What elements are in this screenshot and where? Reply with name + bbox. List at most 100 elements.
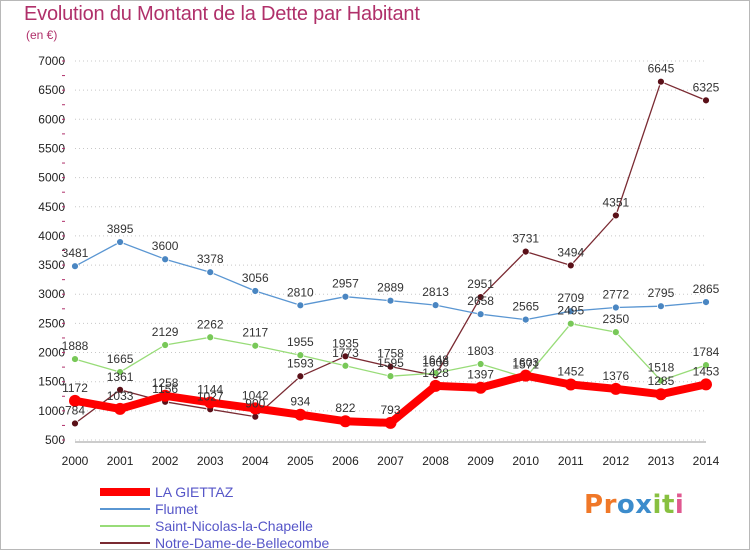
x-tick-label: 2000	[62, 454, 89, 468]
data-point	[566, 261, 575, 270]
data-label: 2951	[467, 277, 494, 291]
legend-swatch	[100, 508, 150, 510]
data-label: 1888	[62, 339, 89, 353]
chart-title: Evolution du Montant de la Dette par Hab…	[24, 3, 420, 25]
data-point	[206, 268, 215, 277]
line-chart: 500 1000 1500 2000 2500 3000 3500 4000 4500 5000 5…	[38, 54, 720, 468]
data-label: 1603	[512, 356, 539, 370]
data-point	[519, 369, 532, 382]
data-label: 1376	[603, 369, 630, 383]
y-tick-label: 2000	[38, 346, 65, 360]
data-label: 1258	[152, 376, 179, 390]
y-tick-label: 3500	[38, 258, 65, 272]
data-point	[386, 372, 395, 381]
data-label: 2129	[152, 325, 179, 339]
data-label: 3056	[242, 271, 269, 285]
logo-letter: i	[652, 490, 662, 520]
data-point	[474, 381, 487, 394]
data-point	[341, 292, 350, 301]
data-label: 1144	[197, 382, 223, 396]
data-point	[702, 298, 710, 307]
data-label: 2658	[467, 294, 494, 308]
data-point	[431, 301, 440, 310]
x-tick-label: 2012	[603, 454, 630, 468]
data-label: 1397	[467, 368, 494, 382]
logo-letter: P	[584, 490, 604, 520]
data-point	[564, 378, 577, 391]
legend-swatch	[100, 542, 150, 544]
data-point	[611, 211, 620, 220]
y-tick-label: 500	[45, 433, 65, 447]
data-label: 1428	[422, 366, 449, 380]
legend-swatch	[100, 488, 150, 496]
data-point	[609, 382, 622, 395]
x-tick-label: 2008	[422, 454, 449, 468]
y-tick-label: 6000	[38, 112, 65, 126]
data-point	[384, 416, 397, 429]
data-label: 2117	[242, 326, 268, 340]
data-label: 1033	[107, 389, 134, 403]
x-tick-label: 2003	[197, 454, 224, 468]
data-label: 1606	[422, 356, 449, 370]
data-point	[566, 319, 575, 328]
data-point	[159, 389, 172, 402]
data-label: 2865	[693, 282, 720, 296]
data-point	[341, 361, 350, 370]
data-label: 1758	[377, 347, 404, 361]
data-label: 2889	[377, 281, 404, 295]
data-label: 6645	[648, 62, 675, 76]
data-point	[161, 255, 170, 264]
y-tick-label: 3000	[38, 287, 65, 301]
data-label: 2772	[603, 288, 630, 302]
data-point	[116, 368, 124, 376]
data-point	[251, 341, 260, 350]
data-point	[69, 394, 81, 407]
data-label: 900	[245, 397, 265, 411]
data-point	[429, 379, 442, 392]
logo-letter: t	[661, 490, 675, 520]
data-label: 3600	[152, 239, 179, 253]
data-label: 1027	[197, 389, 224, 403]
data-point	[476, 310, 485, 319]
x-tick-label: 2005	[287, 454, 314, 468]
data-label: 2709	[557, 291, 584, 305]
data-label: 1593	[287, 356, 314, 370]
data-point	[206, 333, 215, 342]
x-tick-label: 2011	[558, 454, 584, 468]
data-label: 1803	[467, 344, 494, 358]
data-point	[611, 328, 620, 337]
data-label: 1518	[648, 361, 675, 375]
x-tick-label: 2014	[693, 454, 720, 468]
data-point	[116, 385, 124, 394]
data-point	[294, 408, 307, 421]
data-point	[116, 238, 124, 246]
logo-letter: x	[635, 490, 653, 520]
data-label: 1453	[693, 364, 720, 378]
data-point	[251, 287, 260, 295]
data-label: 1285	[648, 374, 675, 388]
data-label: 2262	[197, 317, 224, 331]
data-point	[341, 352, 350, 361]
data-label: 822	[335, 401, 355, 415]
data-label: 1665	[107, 352, 134, 366]
legend-swatch	[100, 525, 150, 527]
data-point	[700, 378, 712, 391]
logo-letter: o	[616, 490, 636, 520]
data-point	[702, 96, 710, 105]
x-tick-label: 2004	[242, 454, 269, 468]
proxiti-logo: Proxiti	[584, 490, 684, 520]
y-tick-label: 4500	[38, 200, 65, 214]
data-point	[249, 402, 262, 415]
data-point	[386, 362, 395, 371]
data-point	[702, 361, 710, 370]
data-point	[521, 315, 530, 324]
data-label: 2813	[422, 285, 449, 299]
x-tick-label: 2010	[512, 454, 539, 468]
data-point	[339, 415, 352, 428]
data-label: 2810	[287, 285, 314, 299]
data-label: 1648	[422, 353, 449, 367]
y-tick-label: 2500	[38, 316, 65, 330]
data-point	[161, 341, 170, 349]
x-tick-label: 2013	[648, 454, 675, 468]
x-tick-label: 2009	[467, 454, 494, 468]
